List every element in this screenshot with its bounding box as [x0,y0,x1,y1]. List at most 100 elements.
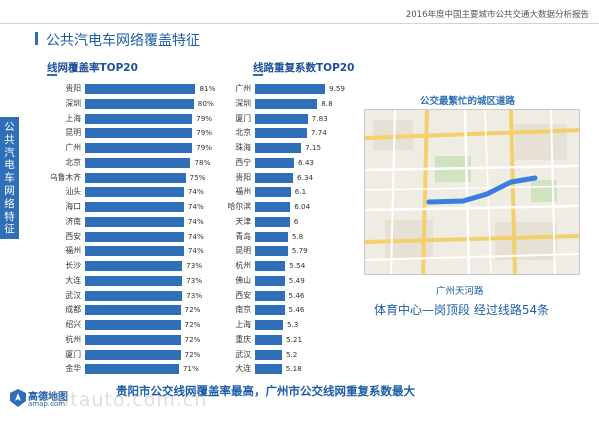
bar-value-label: 73% [186,275,203,285]
road-description: 体育中心—岗顶段 经过线路54条 [374,303,550,317]
bar-track [255,290,353,301]
bar-row: 昆明 5.79 [223,244,383,258]
bar-value-label: 72% [184,349,201,359]
bar-track [85,320,251,330]
logo-url: amap.com [28,400,66,408]
bar-category-label: 广州 [235,84,251,93]
bar-category-label: 济南 [65,216,81,226]
bar [255,349,282,360]
bar-row: 昆明 79% [47,126,281,140]
bar-track [255,187,353,198]
bar-category-label: 大连 [65,275,81,285]
bar [255,172,294,183]
bar-category-label: 昆明 [65,128,81,138]
bar-value-label: 5.49 [288,275,305,285]
bar-value-label: 5.18 [285,364,302,374]
bar [255,128,307,139]
bar-row: 乌鲁木齐 75% [47,171,281,185]
side-section-tab[interactable]: 公共汽电车网络特征 [0,117,19,239]
map-road [390,110,396,274]
bar [85,246,184,257]
bar-value-label: 73% [186,290,203,300]
conclusion-text: 贵阳市公交线网覆盖率最高，广州市公交线网重复系数最大 [116,384,415,398]
bar-value-label: 5.54 [289,261,306,270]
side-tab-char: 征 [4,223,15,236]
coverage-chart-underline [47,74,57,76]
bar-track [85,364,251,375]
bar-category-label: 金华 [65,364,81,374]
bar-row: 南京 5.46 [223,303,383,317]
bar-row: 贵阳 6.34 [223,171,383,185]
bar [85,98,194,109]
bar-category-label: 成都 [65,305,81,315]
bar-row: 大连 73% [47,274,281,288]
side-tab-char: 特 [4,210,15,223]
amap-logo[interactable]: 高德地图 amap.com [10,385,80,413]
bar [85,320,181,330]
side-tab-char: 公 [4,121,15,133]
bar-track [255,364,353,375]
map-road [365,128,579,140]
map-caption: 公交最繁忙的城区道路 [420,96,516,107]
bar-category-label: 大连 [235,364,251,374]
bar-category-label: 珠海 [235,143,251,152]
watermark: Bitauto.com.cn [50,389,208,411]
overlap-chart-underline [253,74,263,76]
bar [85,128,193,139]
bar-track [85,202,251,212]
city-map[interactable] [364,109,580,275]
bar-category-label: 乌鲁木齐 [49,172,81,182]
bar-track [255,143,353,153]
side-section-label: 公共汽电车网络特征 [0,121,19,236]
bar-category-label: 长沙 [65,261,81,270]
bar [85,349,181,360]
busiest-road-highlight [426,175,538,205]
bar [255,305,285,316]
bar-row: 杭州 5.54 [223,259,383,273]
bar-track [85,216,251,227]
bar-value-label: 5.46 [288,305,305,315]
map-road [365,164,579,172]
bar-row: 上海 79% [47,112,281,126]
bar-row: 深圳 80% [47,97,281,111]
bar-track [255,305,353,316]
bar-value-label: 74% [187,246,204,256]
map-road [365,253,579,261]
bar-category-label: 海口 [65,202,81,211]
bar-row: 青岛 5.8 [223,230,383,244]
bar-row: 厦门 7.83 [223,112,383,126]
bar [85,84,196,94]
bar-value-label: 5.3 [286,320,299,329]
bar [85,157,191,168]
bar-row: 武汉 73% [47,289,281,303]
bar-category-label: 广州 [65,143,81,152]
bar-category-label: 武汉 [65,290,81,300]
bar-category-label: 天津 [235,216,251,226]
bar [85,334,181,345]
bar-value-label: 9.59 [328,84,345,93]
side-tab-char: 电 [4,159,15,172]
bar-track [255,334,353,345]
bar-value-label: 79% [196,143,213,152]
bar [85,261,183,271]
map-road [421,110,429,274]
bar-category-label: 重庆 [235,334,251,344]
bar-track [85,172,251,183]
bar-category-label: 武汉 [235,349,251,359]
bar-value-label: 78% [194,157,211,167]
bar-value-label: 7.83 [311,113,328,123]
bar [255,157,294,168]
bar-category-label: 绍兴 [65,320,81,329]
road-name: 广州天河路 [436,286,484,297]
bar-track [85,275,251,286]
bar-value-label: 75% [189,172,206,182]
bar-track [85,143,251,153]
bar [255,98,318,109]
bar-category-label: 佛山 [235,275,251,285]
bar [255,334,283,345]
bar-track [255,157,353,168]
bar-category-label: 杭州 [65,334,81,344]
bar-value-label: 71% [182,364,199,374]
bar-row: 北京 78% [47,156,281,170]
city-map-image [365,110,579,274]
